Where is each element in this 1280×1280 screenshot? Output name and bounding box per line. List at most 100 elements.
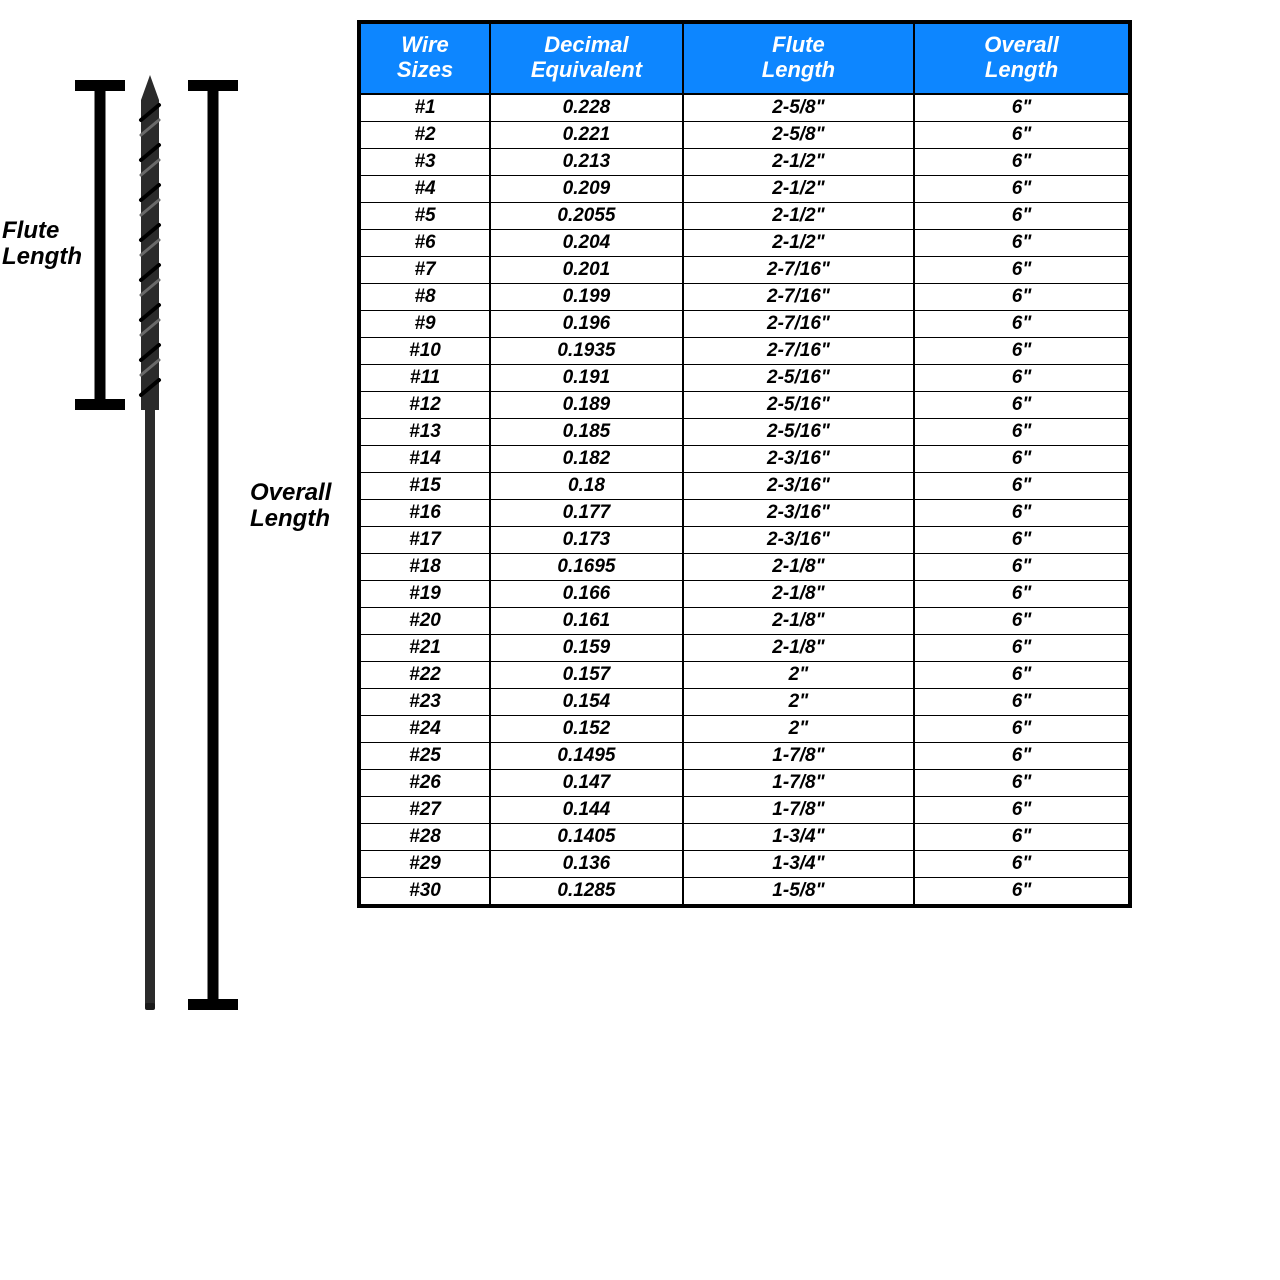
table-cell: 2-5/8" bbox=[683, 121, 914, 148]
table-cell: 0.221 bbox=[490, 121, 683, 148]
table-row: #60.2042-1/2"6" bbox=[359, 229, 1130, 256]
table-cell: #4 bbox=[359, 175, 490, 202]
table-cell: #29 bbox=[359, 850, 490, 877]
table-cell: 2-3/16" bbox=[683, 499, 914, 526]
table-cell: 2-3/16" bbox=[683, 445, 914, 472]
flute-length-label: FluteLength bbox=[2, 218, 82, 271]
table-cell: 6" bbox=[914, 850, 1130, 877]
table-cell: 1-7/8" bbox=[683, 742, 914, 769]
table-cell: #9 bbox=[359, 310, 490, 337]
table-cell: 0.161 bbox=[490, 607, 683, 634]
table-cell: 0.166 bbox=[490, 580, 683, 607]
table-cell: 0.199 bbox=[490, 283, 683, 310]
table-row: #110.1912-5/16"6" bbox=[359, 364, 1130, 391]
table-row: #160.1772-3/16"6" bbox=[359, 499, 1130, 526]
table-cell: #30 bbox=[359, 877, 490, 906]
table-cell: 0.189 bbox=[490, 391, 683, 418]
col-header-wire: WireSizes bbox=[359, 22, 490, 94]
table-row: #30.2132-1/2"6" bbox=[359, 148, 1130, 175]
table-cell: 0.1935 bbox=[490, 337, 683, 364]
table-cell: 6" bbox=[914, 148, 1130, 175]
table-cell: 0.2055 bbox=[490, 202, 683, 229]
table-cell: 2-1/8" bbox=[683, 607, 914, 634]
table-row: #170.1732-3/16"6" bbox=[359, 526, 1130, 553]
table-row: #10.2282-5/8"6" bbox=[359, 94, 1130, 122]
table-cell: 2-7/16" bbox=[683, 310, 914, 337]
table-cell: #2 bbox=[359, 121, 490, 148]
table-cell: 6" bbox=[914, 283, 1130, 310]
overall-length-label: OverallLength bbox=[250, 480, 331, 533]
table-cell: #12 bbox=[359, 391, 490, 418]
table-cell: 6" bbox=[914, 634, 1130, 661]
table-cell: 2-5/8" bbox=[683, 94, 914, 122]
table-cell: #25 bbox=[359, 742, 490, 769]
table-cell: 0.228 bbox=[490, 94, 683, 122]
table-cell: 6" bbox=[914, 418, 1130, 445]
table-row: #240.1522"6" bbox=[359, 715, 1130, 742]
table-row: #50.20552-1/2"6" bbox=[359, 202, 1130, 229]
table-cell: #14 bbox=[359, 445, 490, 472]
table-cell: 2-1/8" bbox=[683, 634, 914, 661]
table-cell: 2-1/2" bbox=[683, 175, 914, 202]
table-cell: 6" bbox=[914, 445, 1130, 472]
table-cell: 1-3/4" bbox=[683, 850, 914, 877]
table-cell: 2-5/16" bbox=[683, 418, 914, 445]
table-cell: #16 bbox=[359, 499, 490, 526]
table-row: #250.14951-7/8"6" bbox=[359, 742, 1130, 769]
table-cell: #17 bbox=[359, 526, 490, 553]
table-cell: 6" bbox=[914, 661, 1130, 688]
table-cell: 2-5/16" bbox=[683, 364, 914, 391]
table-cell: 0.1495 bbox=[490, 742, 683, 769]
table-cell: #1 bbox=[359, 94, 490, 122]
table-cell: 2-1/2" bbox=[683, 148, 914, 175]
table-cell: #21 bbox=[359, 634, 490, 661]
table-cell: 6" bbox=[914, 229, 1130, 256]
table-cell: #8 bbox=[359, 283, 490, 310]
flute-length-bracket bbox=[75, 80, 125, 410]
wire-size-table: WireSizes DecimalEquivalent FluteLength … bbox=[357, 20, 1132, 908]
table-cell: 6" bbox=[914, 877, 1130, 906]
table-row: #260.1471-7/8"6" bbox=[359, 769, 1130, 796]
table-cell: 6" bbox=[914, 526, 1130, 553]
table-cell: 1-5/8" bbox=[683, 877, 914, 906]
table-cell: 0.157 bbox=[490, 661, 683, 688]
table-cell: 6" bbox=[914, 580, 1130, 607]
table-cell: 0.196 bbox=[490, 310, 683, 337]
table-header-row: WireSizes DecimalEquivalent FluteLength … bbox=[359, 22, 1130, 94]
table-cell: 2-1/2" bbox=[683, 229, 914, 256]
table-cell: 6" bbox=[914, 94, 1130, 122]
table-cell: 2-7/16" bbox=[683, 283, 914, 310]
wire-size-table-wrap: WireSizes DecimalEquivalent FluteLength … bbox=[357, 20, 1132, 908]
table-cell: #15 bbox=[359, 472, 490, 499]
table-cell: 0.154 bbox=[490, 688, 683, 715]
table-cell: #24 bbox=[359, 715, 490, 742]
table-cell: 2" bbox=[683, 715, 914, 742]
table-cell: 2-3/16" bbox=[683, 472, 914, 499]
table-cell: 6" bbox=[914, 715, 1130, 742]
table-cell: #18 bbox=[359, 553, 490, 580]
table-row: #280.14051-3/4"6" bbox=[359, 823, 1130, 850]
table-cell: #3 bbox=[359, 148, 490, 175]
table-cell: 0.136 bbox=[490, 850, 683, 877]
table-cell: #22 bbox=[359, 661, 490, 688]
table-cell: 6" bbox=[914, 472, 1130, 499]
table-row: #230.1542"6" bbox=[359, 688, 1130, 715]
table-cell: 2" bbox=[683, 661, 914, 688]
table-cell: #13 bbox=[359, 418, 490, 445]
table-cell: #10 bbox=[359, 337, 490, 364]
table-row: #120.1892-5/16"6" bbox=[359, 391, 1130, 418]
table-cell: 6" bbox=[914, 121, 1130, 148]
table-cell: #19 bbox=[359, 580, 490, 607]
table-cell: #23 bbox=[359, 688, 490, 715]
table-cell: #6 bbox=[359, 229, 490, 256]
table-row: #80.1992-7/16"6" bbox=[359, 283, 1130, 310]
table-cell: 2-7/16" bbox=[683, 256, 914, 283]
table-cell: 2" bbox=[683, 688, 914, 715]
table-cell: 6" bbox=[914, 607, 1130, 634]
table-cell: 2-7/16" bbox=[683, 337, 914, 364]
table-cell: 0.204 bbox=[490, 229, 683, 256]
table-row: #220.1572"6" bbox=[359, 661, 1130, 688]
table-cell: 6" bbox=[914, 391, 1130, 418]
table-cell: #11 bbox=[359, 364, 490, 391]
table-row: #290.1361-3/4"6" bbox=[359, 850, 1130, 877]
